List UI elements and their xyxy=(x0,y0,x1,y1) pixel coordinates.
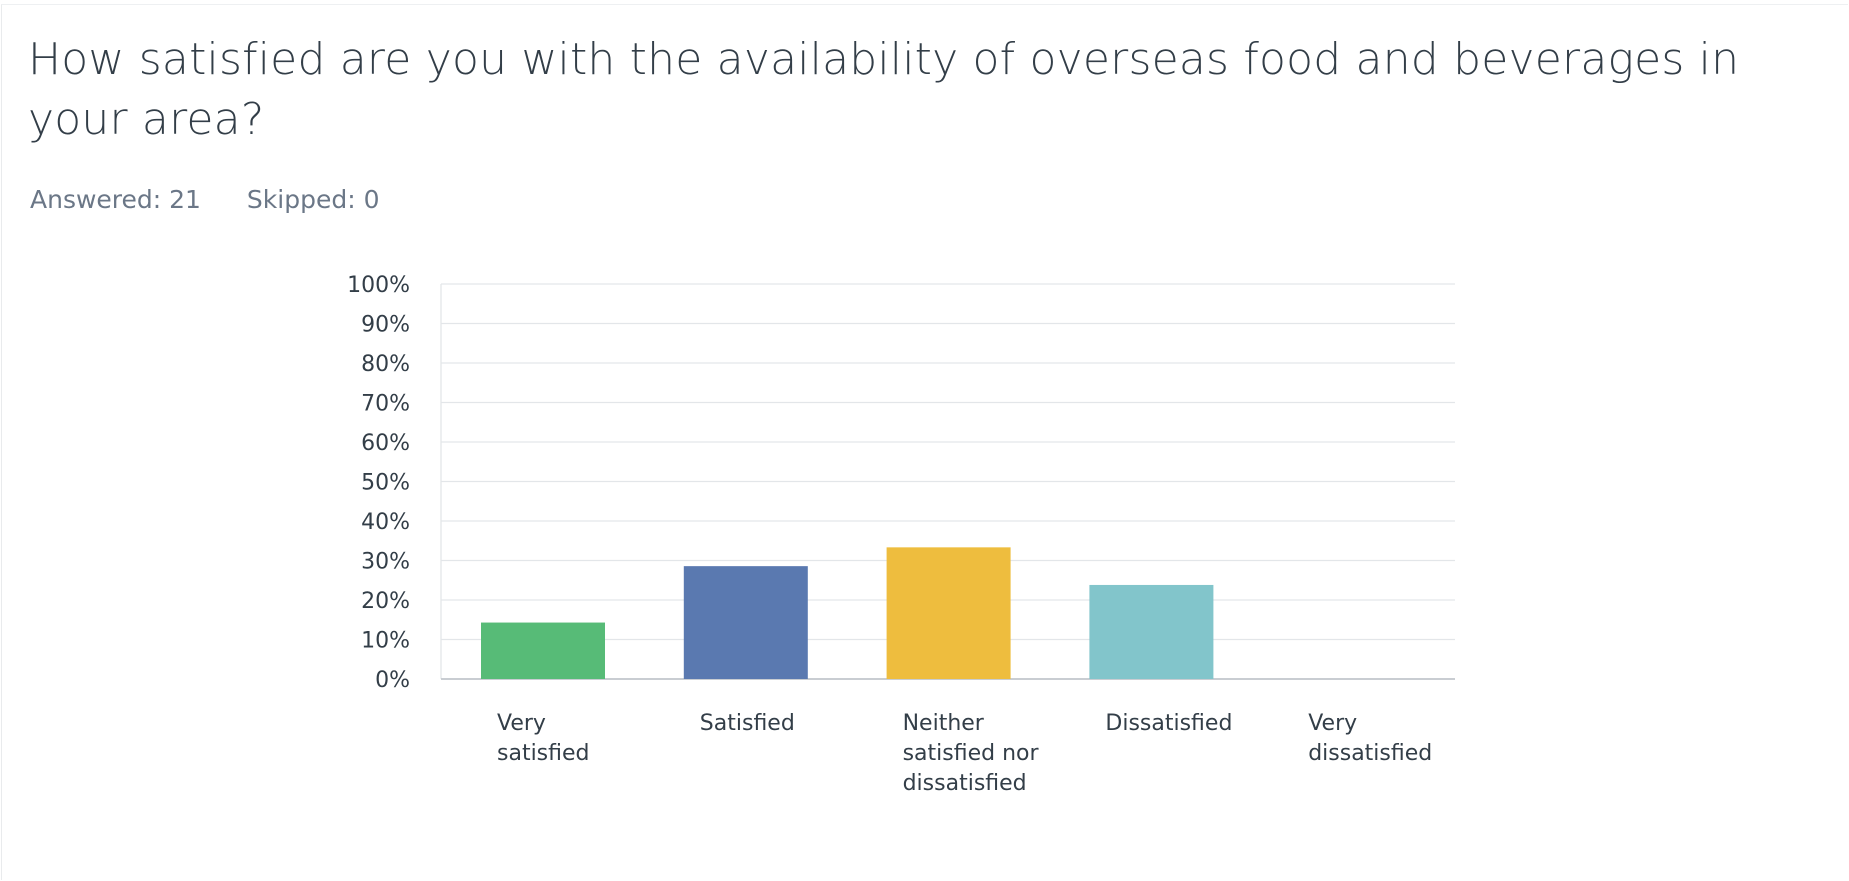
x-category-label: Very dissatisfied xyxy=(1308,711,1432,766)
answered-count: Answered: 21 xyxy=(30,185,201,214)
bar-0 xyxy=(481,622,605,679)
bar-1 xyxy=(683,566,808,679)
y-tick-label: 60% xyxy=(361,431,410,456)
response-stats: Answered: 21 Skipped: 0 xyxy=(30,185,417,214)
y-tick-label: 30% xyxy=(361,550,410,575)
y-tick-label: 70% xyxy=(361,392,410,417)
bar-3 xyxy=(1089,584,1214,679)
y-tick-label: 90% xyxy=(361,313,410,338)
question-title: How satisfied are you with the availabil… xyxy=(28,34,1740,145)
y-tick-label: 100% xyxy=(347,273,410,298)
bar-2 xyxy=(886,547,1011,679)
x-category-label: Very satisfied xyxy=(497,711,590,766)
y-tick-label: 20% xyxy=(361,589,410,614)
x-category-label: Satisfied xyxy=(700,711,795,736)
y-tick-label: 40% xyxy=(361,510,410,535)
x-category-label: Dissatisfied xyxy=(1105,711,1232,736)
y-tick-label: 10% xyxy=(361,629,410,654)
skipped-count: Skipped: 0 xyxy=(246,185,380,214)
x-category-label: Neither satisfied nor dissatisfied xyxy=(903,711,1040,796)
y-tick-label: 80% xyxy=(361,352,410,377)
y-tick-label: 0% xyxy=(375,668,410,693)
y-tick-label: 50% xyxy=(361,471,410,496)
